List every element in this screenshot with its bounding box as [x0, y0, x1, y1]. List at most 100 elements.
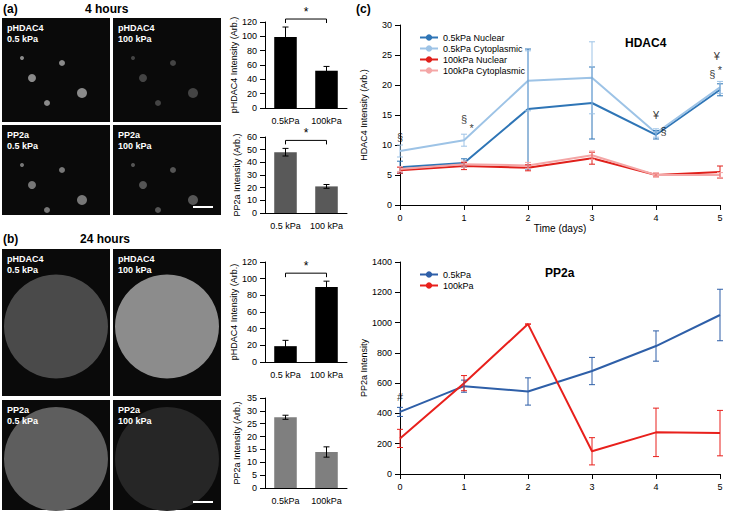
svg-text:pHDAC4 Intensity (Arb.): pHDAC4 Intensity (Arb.) — [229, 264, 239, 361]
svg-text:10: 10 — [382, 140, 392, 150]
svg-text:400: 400 — [377, 408, 392, 418]
svg-text:1: 1 — [461, 482, 466, 492]
svg-text:3: 3 — [589, 482, 594, 492]
svg-text:0.5 kPa: 0.5 kPa — [7, 265, 39, 275]
svg-text:¥: ¥ — [652, 109, 660, 121]
svg-text:pHDAC4 Intensity (Arb.): pHDAC4 Intensity (Arb.) — [229, 17, 239, 114]
svg-text:100 kPa: 100 kPa — [118, 34, 153, 44]
svg-text:PP2a: PP2a — [545, 266, 575, 280]
svg-text:pHDAC4: pHDAC4 — [7, 23, 44, 33]
svg-text:30: 30 — [247, 170, 257, 180]
svg-text:0: 0 — [252, 357, 257, 367]
svg-text:0.5 kPa: 0.5 kPa — [7, 141, 39, 151]
svg-text:*: * — [304, 126, 309, 140]
svg-text:0.5kPa: 0.5kPa — [271, 496, 299, 506]
svg-text:100 kPa: 100 kPa — [310, 221, 343, 231]
svg-text:*: * — [304, 5, 309, 19]
svg-text:PP2a Intensity: PP2a Intensity — [359, 338, 369, 397]
svg-text:0.5kPa Nuclear: 0.5kPa Nuclear — [443, 33, 505, 43]
svg-text:4: 4 — [653, 482, 658, 492]
svg-text:pHDAC4: pHDAC4 — [7, 254, 44, 264]
svg-text:HDAC4: HDAC4 — [625, 36, 667, 50]
svg-text:5: 5 — [387, 170, 392, 180]
svg-text:0: 0 — [252, 483, 257, 493]
svg-text:1200: 1200 — [372, 287, 392, 297]
svg-text:HDAC4 Intensity (Arb.): HDAC4 Intensity (Arb.) — [359, 69, 369, 161]
svg-text:(b): (b) — [3, 232, 18, 246]
svg-text:600: 600 — [377, 378, 392, 388]
svg-text:0.5kPa: 0.5kPa — [271, 116, 299, 126]
svg-text:20: 20 — [382, 80, 392, 90]
svg-text:0: 0 — [387, 200, 392, 210]
svg-text:20: 20 — [247, 340, 257, 350]
svg-text:3: 3 — [589, 213, 594, 223]
svg-text:1400: 1400 — [372, 257, 392, 267]
svg-text:0.5kPa: 0.5kPa — [443, 270, 471, 280]
svg-text:5: 5 — [717, 482, 722, 492]
svg-text:100: 100 — [242, 274, 257, 284]
svg-text:2: 2 — [525, 482, 530, 492]
svg-text:100kPa: 100kPa — [443, 281, 474, 291]
svg-text:0.5 kPa: 0.5 kPa — [270, 221, 301, 231]
svg-text:100kPa: 100kPa — [311, 496, 342, 506]
svg-text:PP2a Intensity (Arb.): PP2a Intensity (Arb.) — [232, 133, 242, 216]
svg-text:(a): (a) — [3, 2, 18, 16]
svg-text:*: * — [304, 259, 309, 273]
svg-text:10: 10 — [247, 457, 257, 467]
svg-text:20: 20 — [247, 432, 257, 442]
svg-text:0: 0 — [252, 103, 257, 113]
svg-text:PP2a: PP2a — [7, 130, 30, 140]
svg-text:100kPa Nuclear: 100kPa Nuclear — [443, 55, 507, 65]
svg-text:60: 60 — [247, 307, 257, 317]
svg-text:§: § — [709, 68, 715, 80]
svg-text:§: § — [661, 125, 667, 137]
svg-text:PP2a Intensity (Arb.): PP2a Intensity (Arb.) — [232, 401, 242, 484]
svg-text:100: 100 — [242, 31, 257, 41]
svg-text:4 hours: 4 hours — [85, 2, 129, 16]
svg-text:15: 15 — [382, 110, 392, 120]
svg-text:24 hours: 24 hours — [80, 232, 130, 246]
svg-text:30: 30 — [247, 406, 257, 416]
svg-text:1: 1 — [461, 213, 466, 223]
svg-text:(c): (c) — [356, 2, 371, 16]
svg-text:20: 20 — [247, 89, 257, 99]
svg-text:4: 4 — [653, 213, 658, 223]
svg-text:0: 0 — [397, 482, 402, 492]
svg-text:100 kPa: 100 kPa — [118, 416, 153, 426]
svg-text:0.5 kPa: 0.5 kPa — [270, 370, 301, 380]
svg-text:0.5kPa Cytoplasmic: 0.5kPa Cytoplasmic — [443, 44, 523, 54]
svg-text:20: 20 — [247, 183, 257, 193]
svg-text:PP2a: PP2a — [7, 405, 30, 415]
svg-text:80: 80 — [247, 290, 257, 300]
svg-text:100 kPa: 100 kPa — [310, 370, 343, 380]
svg-text:200: 200 — [377, 439, 392, 449]
svg-text:25: 25 — [247, 419, 257, 429]
svg-text:30: 30 — [382, 20, 392, 30]
svg-text:60: 60 — [247, 60, 257, 70]
svg-text:0: 0 — [252, 208, 257, 218]
svg-text:0.5 kPa: 0.5 kPa — [7, 34, 39, 44]
svg-text:0: 0 — [397, 213, 402, 223]
svg-text:800: 800 — [377, 348, 392, 358]
svg-text:10: 10 — [247, 195, 257, 205]
svg-text:Time (days): Time (days) — [534, 223, 586, 234]
svg-text:*: * — [470, 122, 475, 134]
svg-text:120: 120 — [242, 257, 257, 267]
svg-text:PP2a: PP2a — [118, 405, 141, 415]
svg-text:25: 25 — [382, 50, 392, 60]
svg-text:80: 80 — [247, 46, 257, 56]
svg-text:40: 40 — [247, 324, 257, 334]
svg-text:PP2a: PP2a — [118, 130, 141, 140]
svg-text:1000: 1000 — [372, 318, 392, 328]
svg-text:pHDAC4: pHDAC4 — [118, 23, 155, 33]
svg-text:0.5 kPa: 0.5 kPa — [7, 416, 39, 426]
svg-text:¥: ¥ — [713, 50, 721, 62]
svg-text:40: 40 — [247, 157, 257, 167]
svg-text:0: 0 — [387, 469, 392, 479]
svg-text:100kPa: 100kPa — [311, 116, 342, 126]
svg-text:*: * — [718, 64, 723, 76]
svg-text:120: 120 — [242, 17, 257, 27]
svg-text:5: 5 — [717, 213, 722, 223]
svg-text:100kPa Cytoplasmic: 100kPa Cytoplasmic — [443, 66, 526, 76]
svg-text:50: 50 — [247, 145, 257, 155]
